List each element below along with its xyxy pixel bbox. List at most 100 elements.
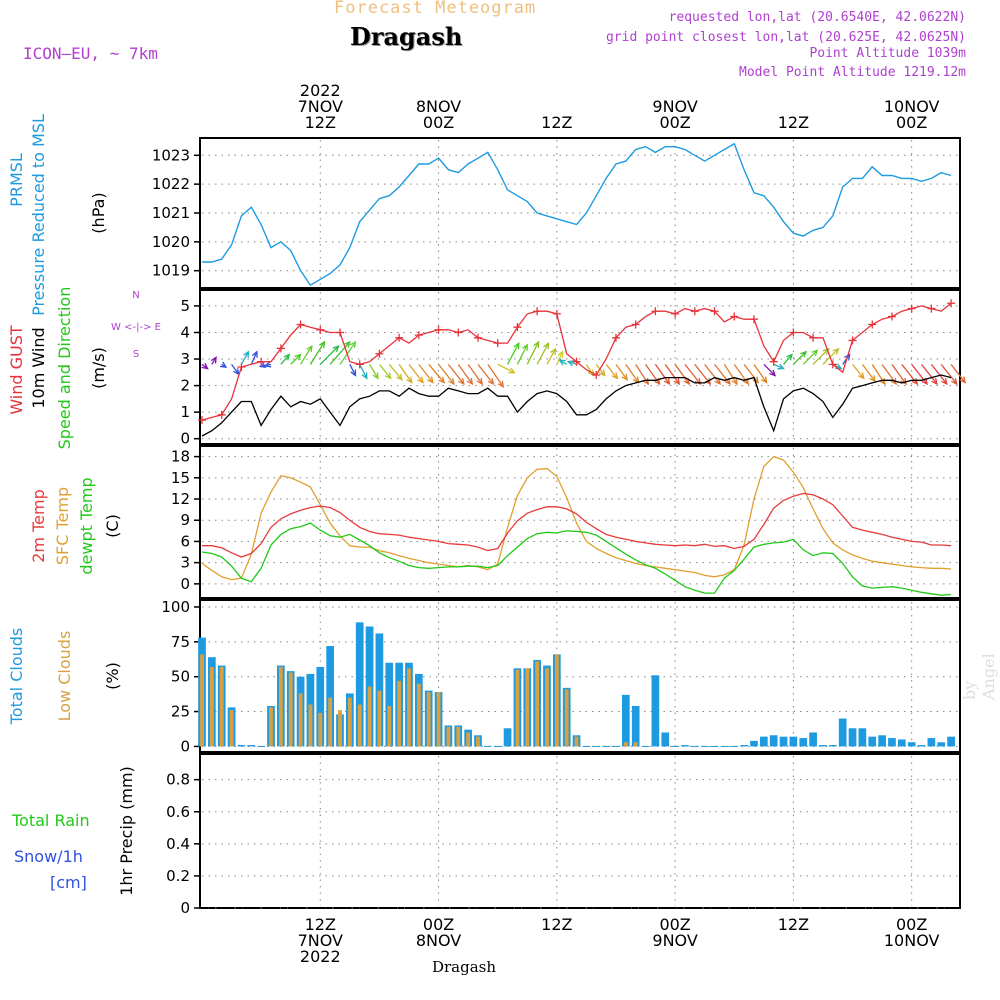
gust-marker <box>749 315 758 324</box>
wind-direction-arrow <box>773 363 785 370</box>
wind-direction-arrow <box>861 363 876 383</box>
wind-direction-arrow <box>263 361 272 368</box>
arrow-shaft <box>388 363 403 381</box>
arrow-shaft <box>300 345 313 365</box>
y-tick-label: 50 <box>171 668 190 686</box>
time-label-bottom: 00Z <box>896 915 927 934</box>
precip-axis-label: 1hr Precip (mm) <box>117 766 136 896</box>
total-cloud-bar <box>651 675 660 747</box>
arrow-head <box>714 377 722 386</box>
arrow-shaft <box>792 351 807 365</box>
low-cloud-bar <box>476 736 480 747</box>
arrow-shaft <box>733 363 749 385</box>
total-cloud-bar <box>937 742 946 747</box>
arrow-head <box>466 377 474 386</box>
arrow-head <box>777 363 785 370</box>
arrow-shaft <box>516 344 528 365</box>
wind-direction-arrow <box>369 364 379 380</box>
arrow-shaft <box>378 363 392 379</box>
panel-precip: 0 0.2 0.4 0.6 0.8 Total Rain Snow/1h [cm] 1hr Pr… <box>11 753 961 917</box>
wind-direction-arrow <box>930 363 948 386</box>
gust-marker <box>276 344 285 353</box>
arrow-shaft <box>349 364 357 376</box>
arrow-head <box>558 359 566 366</box>
gust-marker <box>809 333 818 342</box>
total-cloud-bar <box>828 745 837 747</box>
arrow-shaft <box>467 363 483 385</box>
meteogram-subtitle: Forecast Meteogram <box>334 0 537 18</box>
y-tick-label: 4 <box>180 323 190 341</box>
arrow-head <box>663 377 671 386</box>
total-cloud-bar <box>355 622 364 747</box>
wind-direction-arrow <box>526 340 540 365</box>
wind-direction-arrow <box>891 363 907 386</box>
arrow-head <box>306 344 313 353</box>
temp-2m-line <box>202 492 952 558</box>
low-cloud-bar <box>397 680 402 747</box>
arrow-shaft <box>506 343 520 365</box>
y-tick-label: 5 <box>180 297 190 315</box>
y-tick-label: 1022 <box>152 175 190 193</box>
wind-direction-arrow <box>309 340 326 365</box>
arrow-shaft <box>783 354 793 365</box>
low-cloud-bar <box>525 668 530 747</box>
low-cloud-bar <box>554 654 559 747</box>
gust-marker <box>198 416 206 425</box>
arrow-head <box>931 377 938 386</box>
gust-marker <box>671 309 680 318</box>
arrow-head <box>343 340 351 348</box>
arrow-shaft <box>240 351 249 365</box>
panel-frame <box>199 289 961 445</box>
wind-direction-arrow <box>290 353 302 365</box>
wind-direction-arrow <box>516 343 528 365</box>
arrow-shaft <box>447 363 465 385</box>
arrow-head <box>611 372 619 380</box>
wind-direction-arrow <box>349 364 357 377</box>
arrow-head <box>724 377 731 386</box>
arrow-head <box>219 361 228 368</box>
arrow-shaft <box>359 364 368 379</box>
low-cloud-bar <box>564 689 569 747</box>
arrow-head <box>566 360 575 367</box>
arrow-shaft <box>950 363 966 383</box>
y-tick-label: 2 <box>180 377 190 395</box>
wind-direction-arrow <box>812 347 830 365</box>
arrow-shaft <box>428 363 445 383</box>
wind-direction-arrow <box>428 363 446 384</box>
total-cloud-bar <box>750 740 758 747</box>
gust-marker <box>434 325 443 334</box>
arrow-head <box>458 377 465 386</box>
low-cloud-bar <box>574 736 579 747</box>
time-label-top: 7NOV <box>298 97 343 116</box>
arrow-head <box>318 340 326 348</box>
gust-marker <box>572 357 581 366</box>
time-label-top: 8NOV <box>416 97 461 116</box>
arrow-shaft <box>822 348 839 365</box>
arrow-head <box>786 353 793 361</box>
wind-direction-arrow <box>467 363 483 386</box>
arrow-shaft <box>654 363 670 385</box>
gust-marker <box>690 307 699 316</box>
total-cloud-bar <box>848 728 857 747</box>
wind-direction-arrow <box>319 345 340 365</box>
total-cloud-bar <box>838 718 847 747</box>
arrow-shaft <box>684 363 701 385</box>
total-cloud-bar <box>769 735 778 747</box>
low-cloud-bar <box>387 705 392 747</box>
arrow-shaft <box>930 363 948 385</box>
sfc-temp-label: SFC Temp <box>53 487 72 565</box>
arrow-shaft <box>585 364 594 376</box>
wind-direction-arrow <box>911 363 928 386</box>
wind-unit: (m/s) <box>89 347 108 389</box>
wind-direction-arrow <box>556 350 564 365</box>
arrow-shaft <box>911 363 928 385</box>
snow-unit-label: [cm] <box>50 873 87 892</box>
compass-east-west: W <-|-> E <box>111 322 161 333</box>
arrow-shaft <box>625 363 639 383</box>
dewpoint-line <box>201 522 952 596</box>
low-cloud-bar <box>623 742 628 747</box>
low-cloud-bar <box>545 668 549 747</box>
y-tick-label: 100 <box>161 598 190 616</box>
arrow-shaft <box>339 341 356 365</box>
time-label-top: 00Z <box>659 113 690 132</box>
